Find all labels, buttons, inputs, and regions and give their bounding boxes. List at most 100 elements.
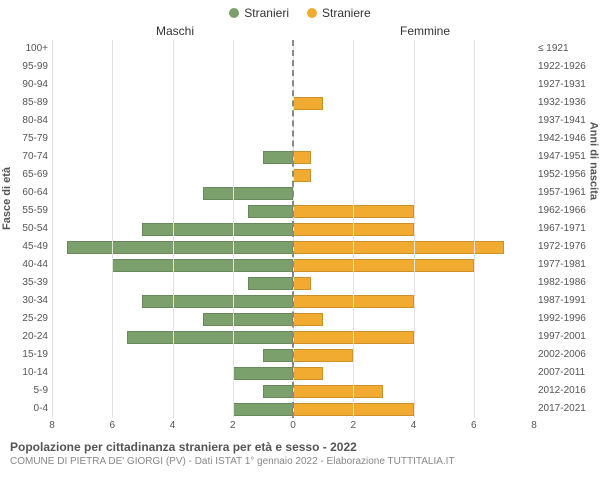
- bar-male: [233, 367, 293, 380]
- bar-female: [293, 241, 504, 254]
- birth-label: 1922-1926: [538, 58, 586, 76]
- bar-male: [142, 223, 293, 236]
- bar-male: [142, 295, 293, 308]
- x-tick: 0: [290, 420, 296, 431]
- legend-male: Stranieri: [229, 6, 289, 20]
- x-tick: 6: [109, 420, 115, 431]
- age-label: 25-29: [22, 310, 48, 328]
- bar-male: [203, 313, 293, 326]
- age-label: 50-54: [22, 220, 48, 238]
- bar-male: [67, 241, 293, 254]
- age-label: 35-39: [22, 274, 48, 292]
- y-axis-title-left: Fasce di età: [1, 167, 13, 230]
- age-label: 85-89: [22, 94, 48, 112]
- birth-label: 2012-2016: [538, 382, 586, 400]
- age-label: 70-74: [22, 148, 48, 166]
- birth-label: 1942-1946: [538, 130, 586, 148]
- bar-female: [293, 403, 414, 416]
- bar-female: [293, 367, 323, 380]
- birth-label: 1967-1971: [538, 220, 586, 238]
- birth-label: 1927-1931: [538, 76, 586, 94]
- center-axis: [292, 40, 294, 418]
- legend-female: Straniere: [307, 6, 371, 20]
- age-label: 40-44: [22, 256, 48, 274]
- y-axis-birth: ≤ 19211922-19261927-19311932-19361937-19…: [534, 40, 592, 418]
- bar-female: [293, 97, 323, 110]
- birth-label: 2002-2006: [538, 346, 586, 364]
- bar-female: [293, 385, 383, 398]
- age-label: 55-59: [22, 202, 48, 220]
- birth-label: 1947-1951: [538, 148, 586, 166]
- legend: Stranieri Straniere: [0, 0, 600, 20]
- x-tick: 4: [411, 420, 417, 431]
- bar-male: [233, 403, 293, 416]
- column-header-female: Femmine: [300, 24, 600, 38]
- birth-label: 1932-1936: [538, 94, 586, 112]
- caption-subtitle: COMUNE DI PIETRA DE' GIORGI (PV) - Dati …: [10, 456, 590, 467]
- caption-title: Popolazione per cittadinanza straniera p…: [10, 440, 590, 454]
- birth-label: 2017-2021: [538, 400, 586, 418]
- plot-area: [52, 40, 534, 418]
- bar-male: [263, 349, 293, 362]
- birth-label: 1952-1956: [538, 166, 586, 184]
- age-label: 30-34: [22, 292, 48, 310]
- column-header-male: Maschi: [0, 24, 300, 38]
- bar-female: [293, 169, 311, 182]
- birth-label: 1977-1981: [538, 256, 586, 274]
- bars-female: [293, 40, 534, 418]
- bar-female: [293, 223, 414, 236]
- bars-male: [52, 40, 293, 418]
- y-axis-age: 100+95-9990-9485-8980-8475-7970-7465-696…: [8, 40, 52, 418]
- age-label: 10-14: [22, 364, 48, 382]
- age-label: 5-9: [34, 382, 48, 400]
- legend-female-label: Straniere: [322, 6, 371, 20]
- x-tick: 2: [350, 420, 356, 431]
- bar-female: [293, 259, 474, 272]
- bar-male: [112, 259, 293, 272]
- x-tick: 8: [531, 420, 537, 431]
- bar-male: [248, 205, 293, 218]
- x-tick: 8: [49, 420, 55, 431]
- y-axis-title-right: Anni di nascita: [587, 122, 599, 200]
- column-headers: Maschi Femmine: [0, 24, 600, 38]
- bar-female: [293, 205, 414, 218]
- bar-male: [263, 151, 293, 164]
- bar-female: [293, 331, 414, 344]
- age-label: 0-4: [34, 400, 48, 418]
- age-label: 95-99: [22, 58, 48, 76]
- bar-female: [293, 295, 414, 308]
- age-label: 65-69: [22, 166, 48, 184]
- bar-female: [293, 151, 311, 164]
- bar-female: [293, 277, 311, 290]
- legend-male-swatch: [229, 8, 239, 18]
- bar-male: [248, 277, 293, 290]
- birth-label: 1937-1941: [538, 112, 586, 130]
- age-label: 15-19: [22, 346, 48, 364]
- birth-label: 2007-2011: [538, 364, 585, 382]
- birth-label: 1982-1986: [538, 274, 586, 292]
- legend-male-label: Stranieri: [244, 6, 289, 20]
- x-tick: 4: [170, 420, 176, 431]
- bar-male: [203, 187, 293, 200]
- birth-label: 1962-1966: [538, 202, 586, 220]
- chart: 100+95-9990-9485-8980-8475-7970-7465-696…: [0, 38, 600, 418]
- x-axis: 2 4 6 8 0 2 4 6 8: [0, 420, 600, 434]
- bar-female: [293, 349, 353, 362]
- x-tick: 2: [230, 420, 236, 431]
- birth-label: 1987-1991: [538, 292, 586, 310]
- age-label: 90-94: [22, 76, 48, 94]
- birth-label: 1997-2001: [538, 328, 586, 346]
- birth-label: ≤ 1921: [538, 40, 569, 58]
- age-label: 60-64: [22, 184, 48, 202]
- bar-male: [127, 331, 293, 344]
- birth-label: 1957-1961: [538, 184, 586, 202]
- bar-female: [293, 313, 323, 326]
- x-tick: 6: [471, 420, 477, 431]
- birth-label: 1972-1976: [538, 238, 586, 256]
- age-label: 80-84: [22, 112, 48, 130]
- footer: Popolazione per cittadinanza straniera p…: [0, 434, 600, 467]
- age-label: 100+: [25, 40, 48, 58]
- legend-female-swatch: [307, 8, 317, 18]
- bar-male: [263, 385, 293, 398]
- age-label: 45-49: [22, 238, 48, 256]
